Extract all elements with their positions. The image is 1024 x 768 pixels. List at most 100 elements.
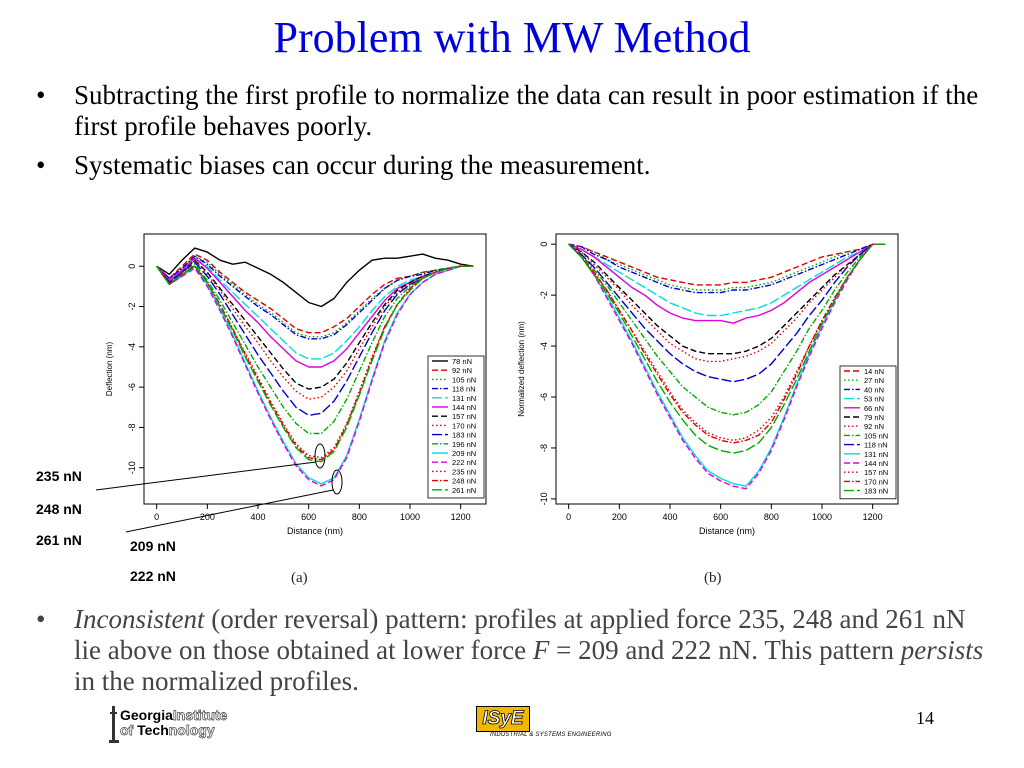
y-axis-label: Deflection (nm) — [105, 342, 114, 397]
bullet-dot: • — [36, 604, 46, 634]
series-line — [568, 243, 886, 286]
x-tick-label: 1000 — [812, 512, 832, 522]
series-line — [156, 261, 474, 417]
series-group — [568, 243, 886, 490]
bullet-text: Systematic biases can occur during the m… — [74, 150, 651, 180]
bullet-item: • Systematic biases can occur during the … — [36, 150, 986, 181]
legend-label: 131 nN — [864, 450, 888, 459]
legend-label: 157 nN — [864, 468, 888, 477]
legend-label: 157 nN — [452, 412, 476, 421]
series-line — [156, 255, 474, 338]
term-persists: persists — [900, 635, 984, 665]
caption-a: (a) — [291, 570, 308, 586]
x-tick-label: 600 — [713, 512, 728, 522]
pointer-line-upper — [95, 461, 317, 491]
legend-label: 170 nN — [452, 421, 476, 430]
gt-nology: nology — [168, 722, 215, 738]
series-line — [568, 243, 886, 490]
y-axis-label: Normalized deflection (nm) — [517, 321, 526, 417]
legend-label: 131 nN — [452, 394, 476, 403]
legend-label: 183 nN — [864, 487, 888, 496]
pointer-line-lower — [125, 489, 334, 533]
series-line — [156, 263, 474, 435]
bullet-dot: • — [36, 80, 46, 110]
gt-georgia: Georgia — [120, 707, 173, 723]
isye-mark: ISyE — [476, 706, 530, 732]
legend-label: 27 nN — [864, 376, 884, 385]
y-tick-label: -10 — [539, 492, 549, 505]
annotation-261: 261 nN — [36, 532, 82, 548]
legend-label: 248 nN — [452, 477, 476, 486]
annotation-235: 235 nN — [36, 468, 82, 484]
isye-caption: INDUSTRIAL & SYSTEMS ENGINEERING — [490, 732, 612, 738]
x-tick-label: 400 — [662, 512, 677, 522]
observation-bullet: • Inconsistent (order reversal) pattern: … — [36, 604, 986, 697]
x-tick-label: 200 — [612, 512, 627, 522]
y-tick-label: -4 — [127, 343, 137, 351]
y-tick-label: -2 — [127, 303, 137, 311]
x-tick-label: 200 — [200, 512, 215, 522]
y-tick-label: -2 — [539, 291, 549, 299]
slide-title: Problem with MW Method — [273, 13, 751, 62]
gt-institute: Institute — [172, 707, 228, 723]
legend-label: 118 nN — [864, 441, 888, 450]
legend-label: 53 nN — [864, 395, 884, 404]
x-axis-label: Distance (nm) — [287, 526, 343, 536]
annotation-209: 209 nN — [130, 538, 176, 554]
y-tick-label: -8 — [539, 444, 549, 452]
bullet-text: Subtracting the first profile to normali… — [74, 80, 979, 141]
series-line — [568, 243, 886, 294]
gt-tech: Tech — [137, 722, 169, 738]
legend-label: 92 nN — [864, 422, 884, 431]
highlight-ellipse-upper — [314, 443, 326, 469]
observation-text-3: in the normalized profiles. — [74, 666, 359, 696]
legend-label: 66 nN — [864, 404, 884, 413]
bullet-list: • Subtracting the first profile to normal… — [36, 80, 986, 189]
legend-label: 118 nN — [452, 385, 476, 394]
x-tick-label: 0 — [154, 512, 159, 522]
term-inconsistent: Inconsistent — [74, 604, 205, 634]
legend-label: 196 nN — [452, 440, 476, 449]
x-axis-label: Distance (nm) — [699, 526, 755, 536]
page-number: 14 — [916, 708, 934, 728]
series-line — [568, 243, 886, 291]
series-line — [156, 265, 474, 463]
y-tick-label: -8 — [127, 423, 137, 431]
x-tick-label: 800 — [352, 512, 367, 522]
x-tick-label: 1200 — [863, 512, 883, 522]
legend-label: 144 nN — [452, 403, 476, 412]
legend-label: 235 nN — [452, 467, 476, 476]
tower-icon — [109, 706, 119, 743]
term-force: F — [532, 635, 550, 665]
legend-label: 14 nN — [864, 367, 884, 376]
legend-label: 209 nN — [452, 449, 476, 458]
gt-of: of — [120, 722, 138, 738]
legend-label: 170 nN — [864, 477, 888, 486]
series-group — [156, 247, 474, 487]
series-line — [156, 265, 474, 487]
observation-text-1: (order reversal) pattern: profiles at ap… — [74, 604, 966, 665]
x-tick-label: 1200 — [451, 512, 471, 522]
y-tick-label: 0 — [539, 242, 549, 247]
series-line — [156, 259, 474, 390]
series-line — [568, 243, 886, 383]
series-line — [568, 243, 886, 444]
series-line — [156, 247, 474, 308]
chart-a: 0 200 400 600 800 1000 1200 0 -2 -4 -6 -8 -10 Distanc… — [105, 233, 487, 536]
legend-label: 183 nN — [452, 431, 476, 440]
legend-label: 144 nN — [864, 459, 888, 468]
series-line — [156, 253, 474, 334]
x-tick-label: 0 — [566, 512, 571, 522]
series-line — [568, 243, 886, 317]
series-line — [156, 265, 474, 485]
series-line — [568, 243, 886, 454]
observation-text-2: = 209 and 222 nN. This pattern — [549, 635, 901, 665]
series-line — [568, 243, 886, 416]
legend-label: 92 nN — [452, 366, 472, 375]
annotation-222: 222 nN — [130, 568, 176, 584]
series-line — [568, 243, 886, 355]
x-tick-label: 600 — [301, 512, 316, 522]
x-tick-label: 800 — [764, 512, 779, 522]
legend-label: 105 nN — [864, 431, 888, 440]
